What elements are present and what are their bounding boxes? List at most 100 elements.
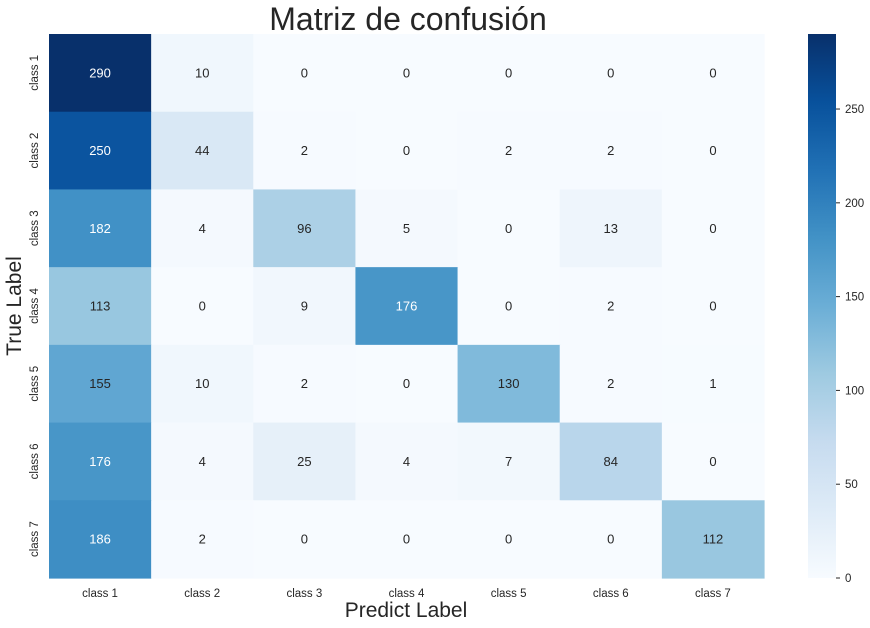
heatmap-cell: [559, 267, 663, 346]
heatmap-cell: [253, 422, 357, 501]
heatmap-cell: [49, 344, 152, 424]
heatmap-cell: [457, 189, 561, 268]
cell-value-label: 2: [505, 143, 512, 158]
cell-value-label: 2: [607, 143, 614, 158]
heatmap-cell: [661, 500, 765, 579]
colorbar-tick-label: 100: [845, 385, 864, 397]
y-tick-label: class 2: [29, 133, 41, 169]
heatmap-cell: [151, 422, 254, 501]
heatmap-cell: [253, 500, 357, 579]
cell-value-label: 176: [89, 454, 111, 469]
cell-value-label: 0: [505, 65, 512, 80]
cell-value-label: 0: [301, 532, 308, 547]
heatmap-cell: [355, 189, 459, 268]
cell-value-label: 0: [607, 532, 614, 547]
cell-value-label: 0: [709, 65, 716, 80]
heatmap-cell: [559, 34, 663, 113]
colorbar: [808, 34, 836, 578]
cell-value-label: 290: [89, 65, 111, 80]
cell-value-label: 182: [89, 221, 111, 236]
heatmap-cell: [151, 34, 254, 113]
heatmap-cell: [457, 344, 561, 424]
cell-value-label: 4: [199, 221, 206, 236]
heatmap-cell: [355, 422, 459, 501]
heatmap-cell: [559, 189, 663, 268]
cell-value-label: 113: [90, 299, 111, 314]
colorbar-tick-label: 150: [845, 292, 864, 304]
heatmap-cell: [559, 422, 663, 501]
heatmap-cell: [661, 189, 765, 268]
cell-value-label: 0: [403, 376, 410, 391]
x-tick-label: class 4: [389, 588, 425, 600]
heatmap-cell: [253, 34, 357, 113]
y-tick-label: class 7: [29, 521, 41, 557]
x-tick-label: class 1: [82, 588, 118, 600]
heatmap-cell: [661, 267, 765, 346]
heatmap-cell: [661, 34, 765, 113]
heatmap-cell: [49, 500, 152, 579]
heatmap-cell: [355, 111, 459, 191]
cell-value-label: 0: [505, 299, 512, 314]
cell-value-label: 0: [709, 143, 716, 158]
chart-title: Matriz de confusión: [269, 1, 546, 37]
cell-value-label: 0: [199, 299, 206, 314]
heatmap-cell: [457, 111, 561, 191]
cell-value-label: 25: [297, 454, 311, 469]
x-tick-label: class 7: [695, 588, 731, 600]
cell-value-label: 2: [301, 143, 308, 158]
x-tick-label: class 2: [184, 588, 220, 600]
cell-value-label: 7: [505, 454, 512, 469]
heatmap-cell: [457, 34, 561, 113]
colorbar-ticks: 0 50 100 150 200 250: [836, 104, 864, 585]
cell-value-label: 84: [604, 454, 618, 469]
heatmap-cell: [457, 422, 561, 501]
x-tick-label: class 6: [593, 588, 629, 600]
heatmap-cell: [253, 189, 357, 268]
cell-value-label: 0: [505, 221, 512, 236]
cell-value-label: 10: [195, 65, 209, 80]
cell-value-label: 4: [199, 454, 206, 469]
heatmap-cell: [151, 189, 254, 268]
cell-value-label: 10: [195, 376, 209, 391]
cell-value-label: 1: [709, 376, 716, 391]
y-tick-label: class 3: [29, 210, 41, 246]
cell-value-label: 155: [89, 376, 111, 391]
heatmap-cell: [253, 267, 357, 346]
cell-value-label: 0: [301, 65, 308, 80]
cell-value-label: 0: [403, 143, 410, 158]
heatmap-cell: [49, 34, 152, 113]
heatmap-cell: [151, 500, 254, 579]
cell-value-label: 0: [709, 221, 716, 236]
cell-value-label: 0: [709, 299, 716, 314]
heatmap-cell: [559, 500, 663, 579]
x-tick-label: class 5: [491, 588, 527, 600]
cell-value-label: 2: [607, 299, 614, 314]
cell-value-label: 2: [199, 532, 206, 547]
heatmap-cell: [355, 344, 459, 424]
heatmap-cell: [355, 500, 459, 579]
heatmap-cell: [661, 422, 765, 501]
heatmap-cell: [49, 111, 152, 191]
x-axis-tick-labels: class 1 class 2 class 3 class 4 class 5 class…: [82, 588, 731, 600]
y-axis-tick-labels: class 1 class 2 class 3 class 4 class 5 class…: [29, 55, 41, 557]
heatmap-cell: [661, 111, 765, 191]
heatmap-cell: [253, 111, 357, 191]
cell-value-label: 0: [505, 532, 512, 547]
heatmap-cell: [151, 344, 254, 424]
cell-value-label: 9: [301, 299, 308, 314]
heatmap-cell: [355, 267, 459, 346]
heatmap-cell: [151, 267, 254, 346]
heatmap-cell: [661, 344, 765, 424]
x-tick-label: class 3: [286, 588, 322, 600]
heatmap-cell: [559, 111, 663, 191]
heatmap-cell: [49, 267, 152, 346]
colorbar-tick-label: 50: [845, 479, 858, 491]
heatmap-cell: [355, 34, 459, 113]
y-axis-label: True Label: [3, 256, 26, 356]
heatmap-cell: [151, 111, 254, 191]
y-tick-label: class 5: [29, 366, 41, 402]
cell-value-label: 130: [498, 376, 520, 391]
cell-value-label: 112: [703, 532, 724, 547]
heatmap-cell: [49, 189, 152, 268]
